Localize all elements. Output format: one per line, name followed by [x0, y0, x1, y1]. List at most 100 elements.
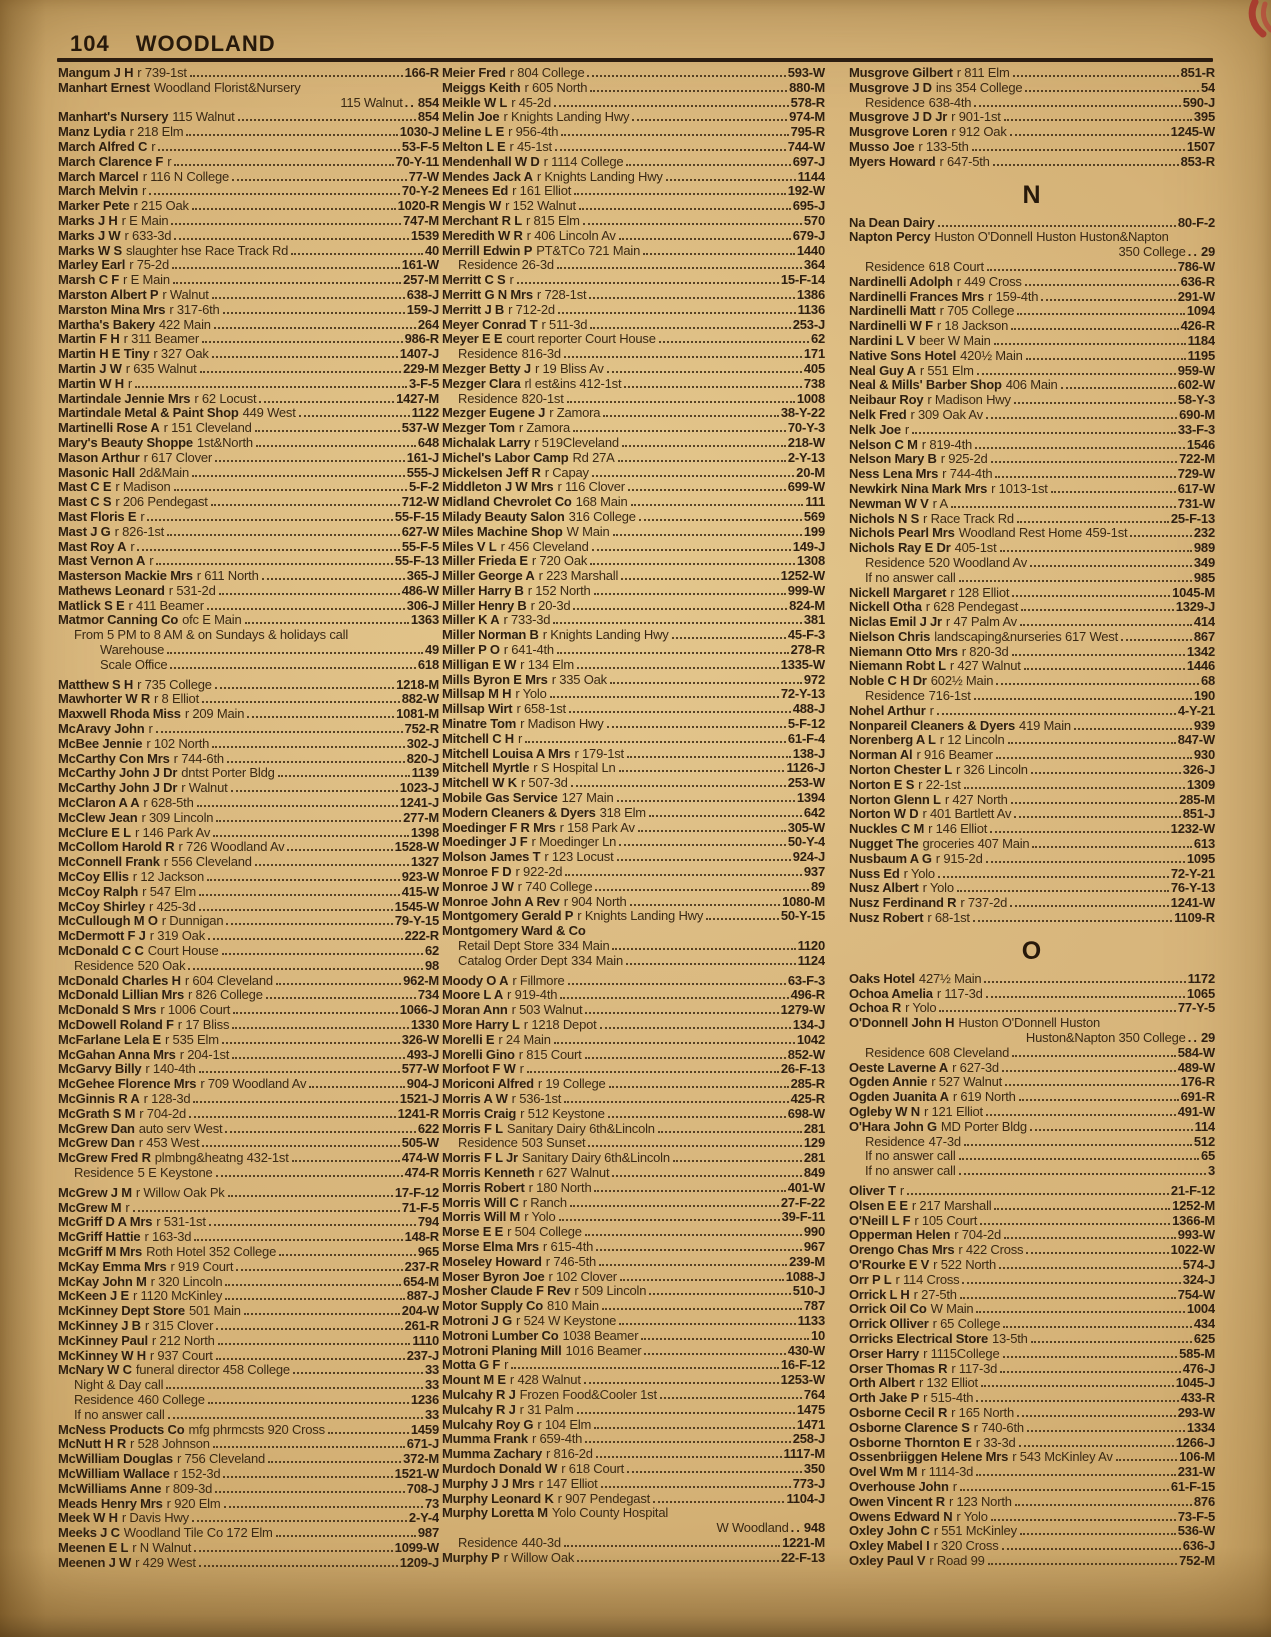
dot-leader: [995, 476, 1176, 479]
directory-entry: Ochoa Amelia r 117-3d 1065: [849, 987, 1215, 1002]
entry-detail: r 406 Lincoln Av: [526, 228, 616, 243]
directory-entry: Niemann Otto Mrs r 820-3d 1342: [849, 645, 1215, 660]
entry-detail: r 132 Elliot: [918, 1376, 978, 1391]
entry-detail: r 726 Woodland Av: [178, 840, 285, 855]
dot-leader: [601, 1308, 802, 1311]
directory-entry: Mumma Frank r 659-4th 258-J: [442, 1432, 825, 1447]
dot-leader: [587, 75, 786, 77]
entry-detail: r: [518, 731, 523, 746]
phone-number: 1407-J: [399, 347, 439, 362]
entry-name: Motroni Lumber Co: [442, 1328, 559, 1343]
entry-detail: r: [904, 422, 910, 437]
dot-leader: [992, 163, 1179, 166]
dot-leader: [1009, 134, 1169, 137]
phone-number: 258-J: [792, 1432, 825, 1447]
entry-name: Musgrove Loren: [849, 125, 948, 140]
entry-name: Norton Chester L: [849, 763, 952, 778]
entry-name: Orrick Oil Co: [849, 1302, 927, 1317]
phone-number: 496-R: [790, 988, 825, 1003]
runover-line: Huston&Napton 350 College.. 29: [849, 1031, 1215, 1046]
phone-number: 1088-J: [785, 1269, 825, 1284]
entry-detail: 26-3d: [521, 258, 554, 273]
dot-leader: [644, 1352, 786, 1355]
entry-name: Martha's Bakery: [58, 317, 155, 332]
entry-name: Nardinelli W F: [849, 319, 933, 334]
directory-entry: Orengo Chas Mrs r 422 Cross 1022-W: [849, 1243, 1215, 1258]
entry-name: Nuss Ed: [849, 866, 900, 881]
dot-leader: [972, 920, 1173, 923]
directory-entry: McGriff M Mrs Roth Hotel 352 College 965: [58, 1245, 439, 1260]
entry-detail: r 504 College: [507, 1225, 582, 1240]
dot-leader: [554, 148, 786, 151]
entry-name: Mathews Leonard: [58, 583, 165, 598]
dot-leader: [211, 356, 398, 359]
dot-leader: [1115, 1459, 1178, 1462]
phone-number: 613: [1193, 837, 1215, 852]
phone-number: 26-F-13: [780, 1062, 825, 1077]
phone-number: 1440: [796, 243, 825, 258]
entry-name: Morris Will C: [442, 1195, 519, 1210]
phone-number: 1136: [797, 302, 825, 317]
directory-entry: Michalak Larry r 519Cleveland 218-W: [442, 436, 825, 451]
phone-number: 237-J: [406, 1348, 439, 1363]
entry-name: Osborne Cecil R: [849, 1405, 948, 1420]
entry-name: March Alfred C: [58, 139, 148, 154]
dot-leader: [594, 1426, 795, 1429]
entry-name: Osborne Clarence S: [849, 1420, 970, 1435]
entry-detail: r 123 Locust: [544, 850, 614, 865]
phone-number: 773-J: [792, 1476, 825, 1491]
entry-detail: r: [952, 1479, 957, 1494]
entry-name: Nusz Albert: [849, 881, 919, 896]
entry-detail: 13-5th: [992, 1331, 1028, 1346]
directory-entry: Residence 820-1st 1008: [442, 392, 825, 407]
entry-name: McGehee Florence Mrs: [58, 1077, 197, 1092]
directory-entry: Mitchell Myrtle r S Hospital Ln 1126-J: [442, 761, 825, 776]
phone-number: 1195: [1187, 348, 1215, 363]
dot-leader: [1002, 1355, 1178, 1358]
entry-detail: r 704-2d: [139, 1106, 187, 1121]
dot-leader: [959, 1296, 1176, 1299]
dot-leader: [1019, 624, 1192, 627]
entry-name: Midland Chevrolet Co: [442, 495, 572, 510]
dot-leader: [186, 134, 398, 137]
entry-detail: ofc E Main: [182, 613, 242, 628]
entry-detail: r 531-2d: [168, 583, 216, 598]
entry-name: Nardinelli Matt: [849, 304, 936, 319]
entry-detail: r 209 Main: [184, 707, 245, 722]
entry-detail: r 511-3d: [541, 317, 588, 332]
phone-number: 851-R: [1180, 66, 1215, 80]
entry-detail: r 33-3d: [975, 1435, 1016, 1450]
entry-detail: r A: [932, 496, 949, 511]
entry-detail: MD Porter Bldg: [940, 1119, 1027, 1134]
dot-leader: [950, 505, 1176, 508]
entry-name: McGrew J M: [58, 1185, 132, 1200]
entry-name: Musso Joe: [849, 139, 915, 154]
entry-name: Nelk Joe: [849, 422, 901, 437]
entry-name: Olsen E E: [849, 1198, 908, 1213]
entry-detail: Rd 27A: [572, 450, 615, 465]
dot-leader: [1012, 75, 1179, 77]
dot-leader: [191, 1520, 407, 1523]
phone-number: 697-J: [792, 154, 825, 169]
dot-leader: [1019, 1533, 1176, 1536]
phone-number: 1095: [1186, 851, 1215, 866]
phone-number: 171: [803, 347, 825, 362]
entry-name: McGrew Fred R: [58, 1151, 151, 1166]
dot-leader: [232, 1056, 405, 1059]
directory-entry: If no answer call 985: [849, 571, 1215, 586]
entry-detail: r 47 Palm Av: [945, 615, 1017, 630]
phone-number: 1218-M: [396, 677, 439, 692]
directory-entry: McGriff Hattie r 163-3d 148-R: [58, 1230, 439, 1245]
entry-name: Mangum J H: [58, 66, 134, 80]
directory-entry: Mathews Leonard r 531-2d 486-W: [58, 584, 439, 599]
